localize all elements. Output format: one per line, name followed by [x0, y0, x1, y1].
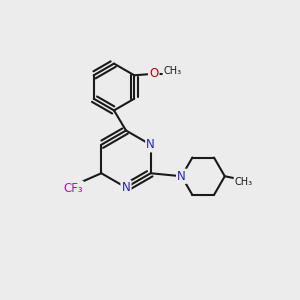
Text: CH₃: CH₃ [235, 177, 253, 187]
Text: N: N [177, 170, 186, 183]
Text: CF₃: CF₃ [63, 182, 83, 195]
Text: N: N [122, 181, 130, 194]
Text: O: O [149, 67, 158, 80]
Text: CH₃: CH₃ [164, 66, 182, 76]
Text: N: N [146, 138, 155, 151]
